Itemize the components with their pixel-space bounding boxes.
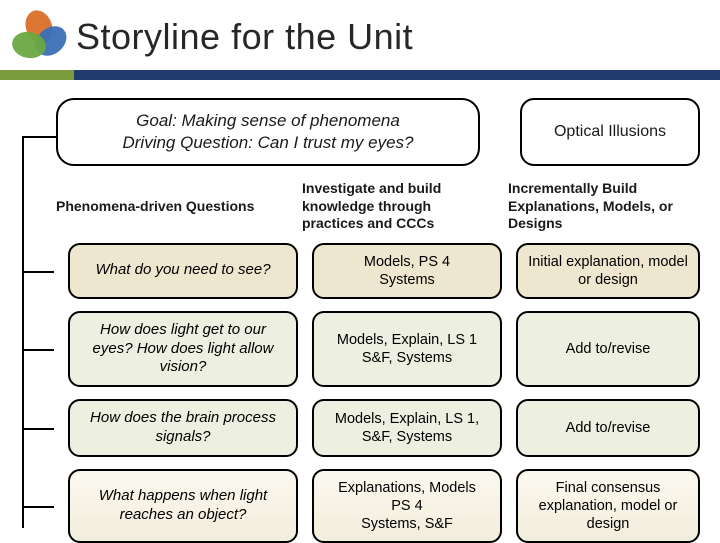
table-row: What do you need to see?Models, PS 4Syst… [20,243,700,299]
page-title: Storyline for the Unit [76,16,413,58]
rows-grid: What do you need to see?Models, PS 4Syst… [20,243,700,543]
investigate-cell: Models, Explain, LS 1S&F, Systems [312,311,502,387]
table-row: How does the brain process signals?Model… [20,399,700,457]
header: Storyline for the Unit [0,0,720,70]
col-header-questions: Phenomena-driven Questions [56,180,286,233]
goal-line2: Driving Question: Can I trust my eyes? [76,132,460,154]
goal-box: Goal: Making sense of phenomena Driving … [56,98,480,166]
table-row: What happens when light reaches an objec… [20,469,700,543]
table-row: How does light get to our eyes? How does… [20,311,700,387]
connector-stub [20,243,54,299]
goal-line1: Goal: Making sense of phenomena [76,110,460,132]
investigate-cell: Models, Explain, LS 1,S&F, Systems [312,399,502,457]
col-header-build: Incrementally Build Explanations, Models… [508,180,700,233]
outcome-cell: Add to/revise [516,399,700,457]
col-header-investigate: Investigate and build knowledge through … [302,180,492,233]
outcome-cell: Add to/revise [516,311,700,387]
question-cell: How does light get to our eyes? How does… [68,311,298,387]
investigate-cell: Explanations, ModelsPS 4Systems, S&F [312,469,502,543]
question-cell: What happens when light reaches an objec… [68,469,298,543]
connector-stub [20,399,54,457]
phenomenon-box: Optical Illusions [520,98,700,166]
accent-bar [0,70,720,80]
connector-stub [20,469,54,543]
top-row: Goal: Making sense of phenomena Driving … [56,98,700,166]
logo-icon [12,10,66,64]
outcome-cell: Final consensus explanation, model or de… [516,469,700,543]
column-headers: Phenomena-driven Questions Investigate a… [56,180,700,233]
connector-stub [20,311,54,387]
question-cell: How does the brain process signals? [68,399,298,457]
investigate-cell: Models, PS 4Systems [312,243,502,299]
outcome-cell: Initial explanation, model or design [516,243,700,299]
diagram-content: Goal: Making sense of phenomena Driving … [0,98,720,543]
question-cell: What do you need to see? [68,243,298,299]
